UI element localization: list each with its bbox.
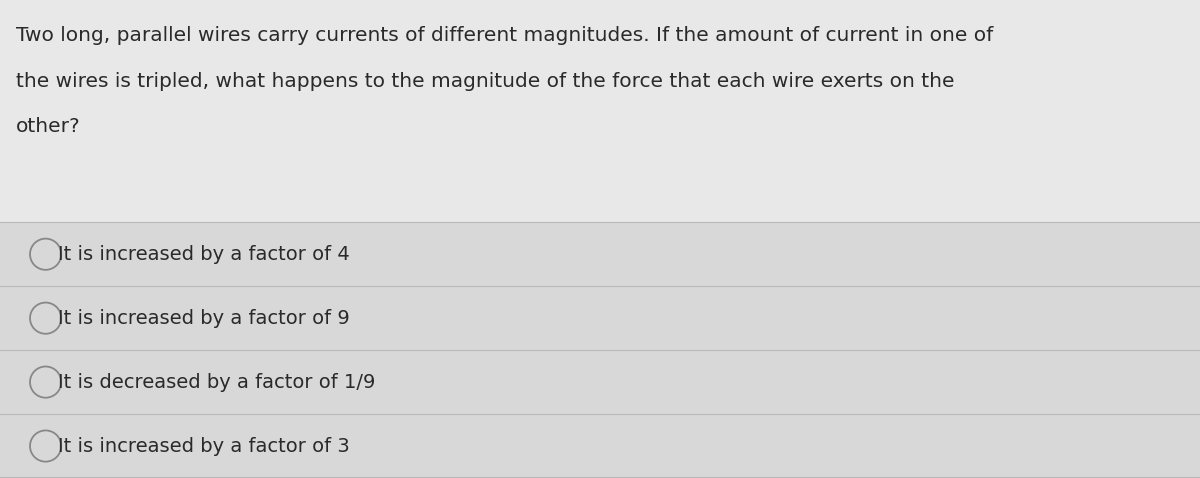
Text: It is increased by a factor of 9: It is increased by a factor of 9 bbox=[58, 309, 349, 327]
Bar bbox=[0, 414, 1200, 478]
Text: It is increased by a factor of 4: It is increased by a factor of 4 bbox=[58, 245, 349, 264]
Bar bbox=[0, 350, 1200, 414]
Text: It is decreased by a factor of 1/9: It is decreased by a factor of 1/9 bbox=[58, 373, 374, 391]
Text: Two long, parallel wires carry currents of different magnitudes. If the amount o: Two long, parallel wires carry currents … bbox=[16, 26, 992, 45]
Bar bbox=[0, 0, 1200, 222]
Text: the wires is tripled, what happens to the magnitude of the force that each wire : the wires is tripled, what happens to th… bbox=[16, 72, 954, 91]
Text: It is increased by a factor of 3: It is increased by a factor of 3 bbox=[58, 436, 349, 456]
Text: other?: other? bbox=[16, 117, 80, 136]
Bar bbox=[0, 286, 1200, 350]
Bar bbox=[0, 222, 1200, 286]
